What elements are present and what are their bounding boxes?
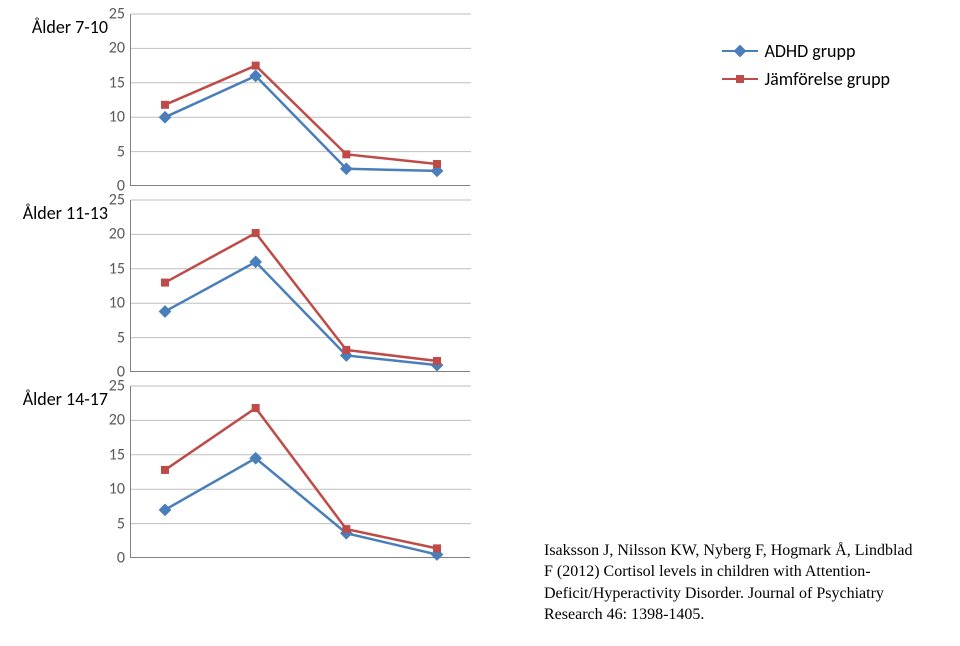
ytick-age-14-17-0: 0 <box>117 549 125 568</box>
ytick-age-14-17-10: 10 <box>109 480 125 499</box>
plot-age-11-13: 0510152025 <box>130 200 470 372</box>
legend-label-comparison: Jämförelse grupp <box>764 68 890 90</box>
ytick-age-7-10-10: 10 <box>109 108 125 127</box>
ytick-age-11-13-10: 10 <box>109 294 125 313</box>
legend-swatch-comparison <box>722 78 758 81</box>
ytick-age-11-13-25: 25 <box>109 191 125 210</box>
legend-marker-comparison-icon <box>736 75 744 83</box>
ytick-age-11-13-20: 20 <box>109 225 125 244</box>
ytick-age-11-13-5: 5 <box>117 328 125 347</box>
ytick-age-11-13-15: 15 <box>109 259 125 278</box>
legend: ADHD grupp Jämförelse grupp <box>722 40 890 96</box>
series-svg-age-14-17 <box>131 386 471 558</box>
chart-label-age-14-17: Ålder 14-17 <box>8 388 108 410</box>
ytick-age-7-10-15: 15 <box>109 73 125 92</box>
ytick-age-14-17-5: 5 <box>117 514 125 533</box>
legend-marker-adhd-icon <box>734 45 747 58</box>
ytick-age-14-17-25: 25 <box>109 377 125 396</box>
ytick-age-14-17-15: 15 <box>109 445 125 464</box>
chart-age-7-10: 0510152025 <box>130 14 470 186</box>
ytick-age-7-10-5: 5 <box>117 142 125 161</box>
chart-age-11-13: 0510152025 <box>130 200 470 372</box>
legend-swatch-adhd <box>722 50 758 53</box>
legend-item-adhd: ADHD grupp <box>722 40 890 62</box>
ytick-age-7-10-20: 20 <box>109 39 125 58</box>
legend-item-comparison: Jämförelse grupp <box>722 68 890 90</box>
plot-age-7-10: 0510152025 <box>130 14 470 186</box>
series-svg-age-11-13 <box>131 200 471 372</box>
chart-label-age-11-13: Ålder 11-13 <box>8 202 108 224</box>
chart-age-14-17: 0510152025 <box>130 386 470 558</box>
series-svg-age-7-10 <box>131 14 471 186</box>
chart-label-age-7-10: Ålder 7-10 <box>8 16 108 38</box>
ytick-age-7-10-25: 25 <box>109 5 125 24</box>
plot-age-14-17: 0510152025 <box>130 386 470 558</box>
ytick-age-14-17-20: 20 <box>109 411 125 430</box>
citation-text: Isaksson J, Nilsson KW, Nyberg F, Hogmar… <box>544 540 924 626</box>
legend-label-adhd: ADHD grupp <box>764 40 855 62</box>
